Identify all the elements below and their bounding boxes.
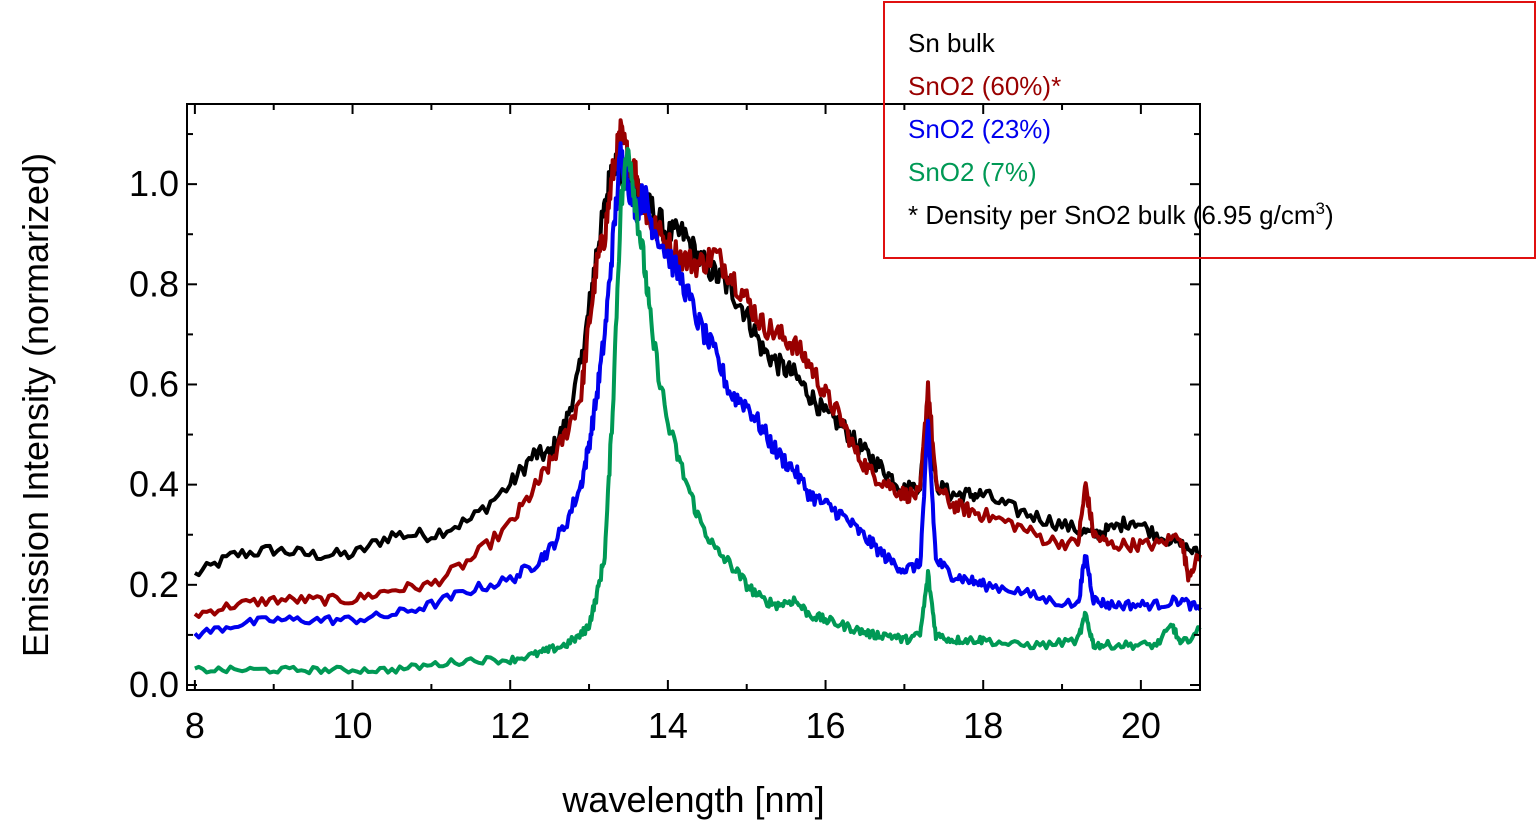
x-tick-label: 8 bbox=[185, 705, 205, 746]
tick-labels-layer: 8 10 12 14 16 18 20 0.0 0.2 0.4 0.6 0.8 1.0 bbox=[129, 163, 1161, 746]
x-axis-title: wavelength [nm] bbox=[561, 779, 824, 820]
y-tick-label: 0.4 bbox=[129, 464, 179, 505]
legend-entry: SnO2 (23%) bbox=[908, 114, 1051, 144]
legend-note-text: * Density per SnO2 bulk (6.95 g/cm bbox=[908, 200, 1316, 230]
y-tick-label: 0.0 bbox=[129, 664, 179, 705]
legend-entry: SnO2 (60%)* bbox=[908, 71, 1061, 101]
y-tick-label: 1.0 bbox=[129, 163, 179, 204]
legend: Sn bulk SnO2 (60%)* SnO2 (23%) SnO2 (7%) * … bbox=[883, 1, 1536, 259]
x-tick-label: 12 bbox=[490, 705, 530, 746]
y-tick-label: 0.6 bbox=[129, 363, 179, 404]
x-tick-label: 16 bbox=[806, 705, 846, 746]
legend-note-close: ) bbox=[1325, 200, 1334, 230]
series-line-2 bbox=[193, 141, 1202, 640]
series-line-3 bbox=[194, 146, 1202, 676]
legend-entry: SnO2 (7%) bbox=[908, 157, 1037, 187]
y-tick-label: 0.8 bbox=[129, 263, 179, 304]
y-tick-label: 0.2 bbox=[129, 564, 179, 605]
series-layer bbox=[193, 118, 1202, 676]
legend-entry: Sn bulk bbox=[908, 28, 996, 58]
legend-note-superscript: 3 bbox=[1316, 199, 1325, 218]
x-tick-label: 10 bbox=[333, 705, 373, 746]
legend-box bbox=[883, 1, 1536, 259]
legend-entries: Sn bulk SnO2 (60%)* SnO2 (23%) SnO2 (7%) bbox=[908, 28, 1061, 187]
y-axis-title: Emission Intensity (normarized) bbox=[15, 153, 56, 657]
x-tick-label: 18 bbox=[963, 705, 1003, 746]
ticks-layer bbox=[187, 104, 1200, 690]
x-tick-label: 20 bbox=[1121, 705, 1161, 746]
x-tick-label: 14 bbox=[648, 705, 688, 746]
legend-note: * Density per SnO2 bulk (6.95 g/cm3) bbox=[908, 199, 1334, 230]
plot-frame bbox=[186, 103, 1201, 691]
series-line-1 bbox=[193, 118, 1202, 619]
